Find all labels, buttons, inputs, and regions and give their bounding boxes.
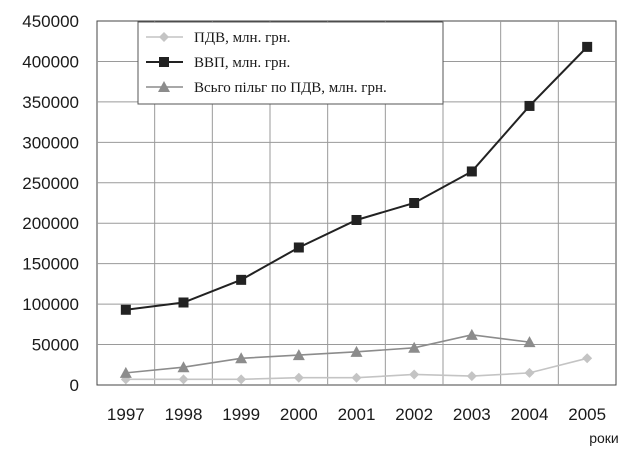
legend-marker [158, 81, 170, 92]
data-point [293, 242, 304, 253]
data-point [523, 336, 536, 348]
legend-item: Всьго пільг по ПДВ, млн. грн. [146, 80, 387, 96]
legend-label: ПДВ, млн. грн. [194, 30, 291, 46]
legend-item: ВВП, млн. грн. [146, 55, 290, 71]
x-tick-label: 2005 [568, 405, 606, 424]
x-tick-label: 1998 [165, 405, 203, 424]
data-point [582, 353, 593, 364]
legend-label: Всьго пільг по ПДВ, млн. грн. [194, 80, 387, 96]
x-tick-label: 2004 [511, 405, 549, 424]
data-point [465, 328, 478, 340]
y-tick-label: 50000 [32, 336, 79, 355]
y-tick-label: 200000 [22, 214, 79, 233]
legend: ПДВ, млн. грн. ВВП, млн. грн. Всьго пільг … [137, 21, 444, 105]
x-tick-label: 2002 [395, 405, 433, 424]
y-tick-label: 0 [70, 376, 79, 395]
data-point [236, 274, 247, 285]
data-point [524, 367, 535, 378]
x-tick-label: 1999 [222, 405, 260, 424]
data-point [408, 341, 421, 353]
data-point [524, 100, 535, 111]
x-tick-label: 2001 [338, 405, 376, 424]
data-point [177, 361, 190, 373]
x-axis-label: роки [589, 430, 619, 446]
y-tick-label: 350000 [22, 93, 79, 112]
legend-marker [159, 32, 169, 42]
legend-marker [159, 57, 169, 67]
data-point [582, 41, 593, 52]
data-point [119, 366, 132, 378]
data-point [120, 304, 131, 315]
series-line [125, 334, 530, 374]
data-point [293, 372, 304, 383]
data-point [292, 349, 305, 361]
y-tick-label: 450000 [22, 12, 79, 31]
y-axis-ticks: 0 50000 100000 150000 200000 250000 300000 3500… [22, 12, 79, 395]
series-layer [119, 41, 593, 385]
plot-area [96, 20, 617, 386]
data-point [466, 166, 477, 177]
series-diamond [120, 353, 593, 385]
y-tick-label: 100000 [22, 295, 79, 314]
x-tick-label: 2003 [453, 405, 491, 424]
legend-box [137, 21, 444, 105]
x-tick-label: 1997 [107, 405, 145, 424]
data-point [409, 198, 420, 208]
data-point [351, 372, 362, 383]
data-point [351, 214, 362, 225]
legend-label: ВВП, млн. грн. [194, 55, 290, 71]
data-point [236, 374, 247, 385]
data-point [466, 371, 477, 382]
data-point [178, 297, 189, 308]
y-tick-label: 300000 [22, 133, 79, 152]
x-tick-label: 2000 [280, 405, 318, 424]
series-triangle [119, 328, 536, 378]
legend-item: ПДВ, млн. грн. [146, 30, 291, 46]
x-axis-ticks: 1997 1998 1999 2000 2001 2002 2003 2004 2005 [107, 405, 606, 424]
y-tick-label: 400000 [22, 52, 79, 71]
data-point [350, 345, 363, 357]
y-tick-label: 150000 [22, 255, 79, 274]
data-point [235, 352, 248, 364]
data-point [178, 374, 189, 385]
data-point [409, 369, 420, 380]
series-square [120, 41, 593, 315]
y-tick-label: 250000 [22, 174, 79, 193]
